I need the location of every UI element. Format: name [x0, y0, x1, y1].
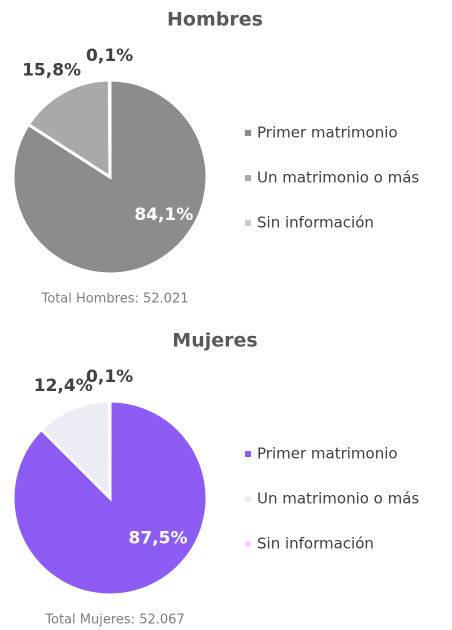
chart-title: Mujeres — [172, 330, 257, 352]
legend-label: Sin información — [257, 535, 374, 553]
data-label: 15,8% — [22, 61, 81, 81]
legend-swatch — [245, 220, 251, 226]
data-label: 12,4% — [34, 376, 93, 396]
data-label: 0,1% — [86, 46, 133, 66]
legend-label: Un matrimonio o más — [257, 169, 419, 187]
pie-slice — [107, 399, 112, 499]
footnote: Total Mujeres: 52.067 — [44, 613, 184, 628]
legend-swatch — [245, 451, 251, 457]
legend-label: Primer matrimonio — [257, 124, 398, 142]
data-label: 84,1% — [134, 205, 193, 225]
pie-slice — [11, 78, 209, 276]
footnote: Total Hombres: 52.021 — [41, 292, 189, 307]
legend-label: Un matrimonio o más — [257, 490, 419, 508]
legend-swatch — [245, 130, 251, 136]
pie-slice — [107, 78, 112, 178]
pie-slice — [39, 399, 112, 502]
legend-swatch — [245, 496, 251, 502]
data-label: 87,5% — [129, 529, 188, 549]
data-label: 0,1% — [86, 367, 133, 387]
pie-slice — [26, 78, 112, 180]
legend-label: Sin información — [257, 214, 374, 232]
chart-title: Hombres — [167, 9, 263, 31]
legend-label: Primer matrimonio — [257, 445, 398, 463]
legend-swatch — [245, 175, 251, 181]
legend-swatch — [245, 541, 251, 547]
